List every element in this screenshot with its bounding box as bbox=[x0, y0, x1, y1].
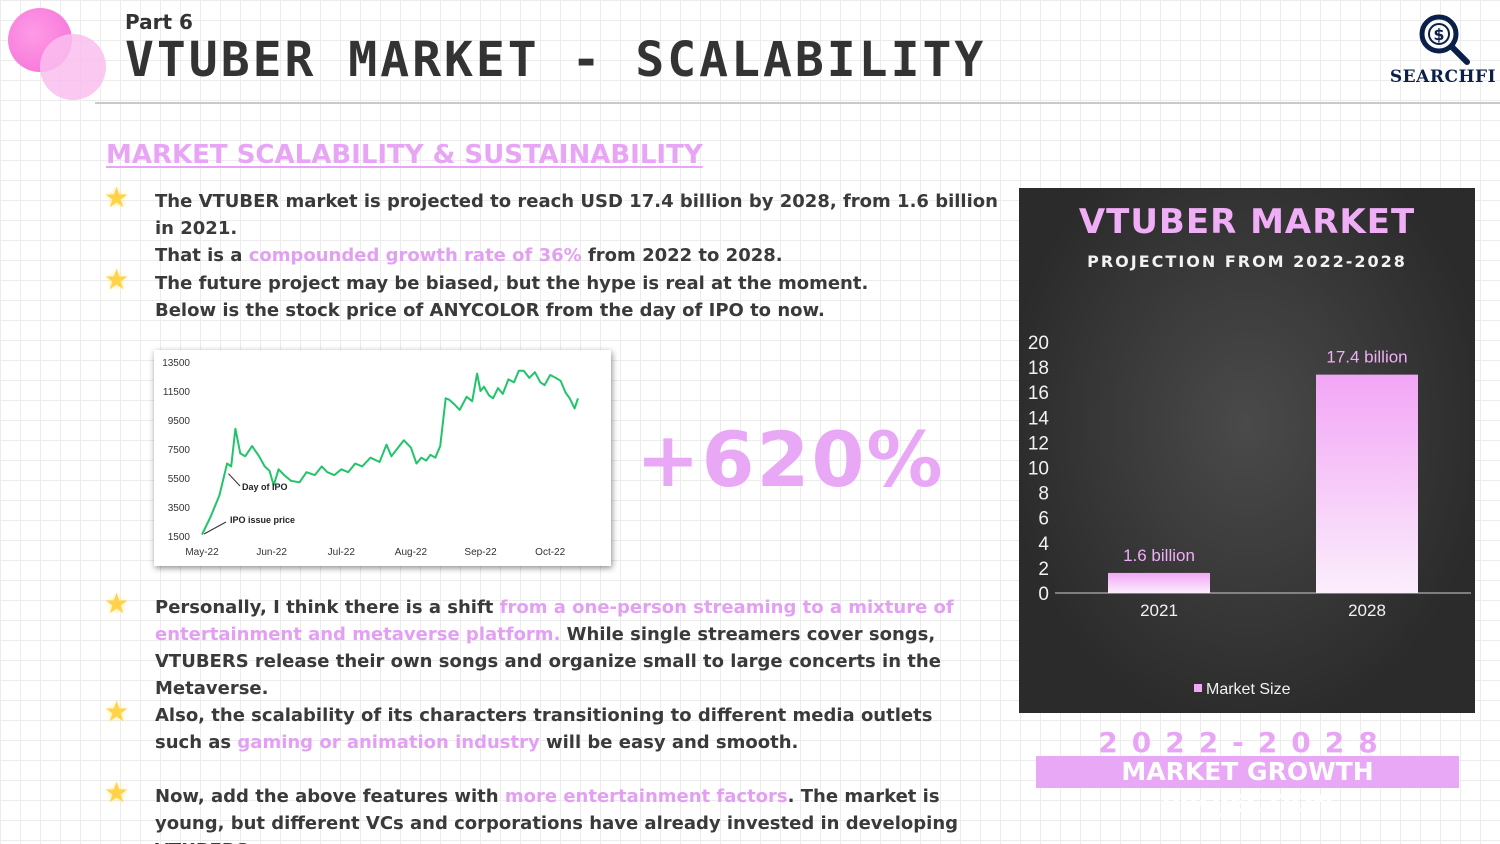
highlight-text: from a one-person streaming to a mixture… bbox=[155, 597, 954, 645]
star-icon: ★ bbox=[104, 181, 130, 214]
legend-swatch bbox=[1194, 684, 1202, 692]
star-icon: ★ bbox=[104, 776, 130, 809]
bullet-text-segment: Now, add the above features with bbox=[155, 786, 505, 807]
page-title: VTUBER MARKET - SCALABILITY bbox=[125, 32, 987, 88]
y-tick-label: 16 bbox=[1028, 383, 1049, 404]
decor-circle-light-pink bbox=[40, 34, 106, 100]
highlight-text: gaming or animation industry bbox=[237, 732, 540, 753]
bar-2021 bbox=[1108, 572, 1210, 593]
annotation-label: IPO issue price bbox=[230, 515, 295, 525]
y-tick-label: 13500 bbox=[162, 358, 190, 369]
bullet-item: ★ Now, add the above features with more … bbox=[104, 779, 1004, 844]
stock-price-chart: 1500 3500 5500 7500 9500 11500 13500 May-22 Jun-… bbox=[154, 350, 611, 566]
y-tick-label: 6 bbox=[1038, 509, 1049, 530]
y-tick-label: 9500 bbox=[168, 416, 191, 427]
svg-text:$: $ bbox=[1433, 25, 1444, 44]
projection-banner: MARKET GROWTH PROJECTION bbox=[1036, 756, 1459, 818]
x-tick-label: Oct-22 bbox=[535, 547, 565, 558]
y-tick-label: 18 bbox=[1028, 358, 1049, 379]
data-label: 17.4 billion bbox=[1326, 348, 1407, 367]
section-heading: MARKET SCALABILITY & SUSTAINABILITY bbox=[106, 140, 703, 170]
highlight-text: compounded growth rate of 36% bbox=[248, 245, 582, 266]
stock-price-line bbox=[201, 369, 579, 536]
y-tick-label: 8 bbox=[1038, 484, 1049, 505]
logo-text: SEARCHFI bbox=[1389, 67, 1497, 87]
bullet-text-segment: While single streamers cover songs, VTUB… bbox=[155, 624, 941, 699]
bullet-text-segment: Personally, I think there is a shift bbox=[155, 597, 500, 618]
y-tick-label: 0 bbox=[1038, 584, 1049, 605]
bullet-text-segment: will be easy and smooth. bbox=[539, 732, 799, 753]
market-projection-chart: VTUBER MARKET PROJECTION FROM 2022-2028 … bbox=[1019, 188, 1475, 713]
bullet-text: The future project may be biased, but th… bbox=[155, 270, 1004, 324]
searchfi-logo: $ SEARCHFI bbox=[1388, 10, 1498, 92]
star-icon: ★ bbox=[104, 263, 130, 296]
bar-2028 bbox=[1316, 374, 1418, 593]
bullet-text-segment: Also, the scalability of its characters … bbox=[155, 705, 933, 753]
header-divider bbox=[95, 102, 1500, 104]
legend-label: Market Size bbox=[1206, 681, 1291, 698]
bullet-text-segment: from 2022 to 2028. bbox=[581, 245, 783, 266]
chart-subtitle: PROJECTION FROM 2022-2028 bbox=[1087, 252, 1407, 271]
bullet-text: Now, add the above features with more en… bbox=[155, 783, 1004, 844]
bullet-item: ★ The VTUBER market is projected to reac… bbox=[104, 184, 1004, 269]
x-tick-label: 2028 bbox=[1348, 601, 1386, 620]
y-tick-label: 4 bbox=[1038, 534, 1049, 555]
star-icon: ★ bbox=[104, 695, 130, 728]
x-tick-label: Sep-22 bbox=[464, 547, 497, 558]
y-tick-label: 2 bbox=[1038, 559, 1049, 580]
x-tick-label: Aug-22 bbox=[395, 547, 428, 558]
bar-chart-canvas: 0 2 4 6 8 10 12 14 16 18 20 1.6 billion 2021 17.4 bil… bbox=[1028, 333, 1471, 698]
bullet-text-segment: Below is the stock price of ANYCOLOR fro… bbox=[155, 300, 825, 321]
highlight-text: more entertainment factors bbox=[504, 786, 788, 807]
stock-line-chart: 1500 3500 5500 7500 9500 11500 13500 May-22 Jun-… bbox=[162, 358, 579, 558]
bullet-text-segment: . The market is young, but different VCs… bbox=[155, 786, 959, 844]
data-label: 1.6 billion bbox=[1123, 546, 1195, 565]
bullet-item: ★ The future project may be biased, but … bbox=[104, 266, 1004, 324]
bullet-item: ★ Personally, I think there is a shift f… bbox=[104, 590, 984, 702]
magnifier-dollar-icon: $ bbox=[1419, 14, 1470, 65]
bullet-text: Also, the scalability of its characters … bbox=[155, 702, 984, 756]
y-tick-label: 14 bbox=[1028, 408, 1050, 429]
star-icon: ★ bbox=[104, 587, 130, 620]
annotation-leader-line bbox=[203, 521, 227, 535]
bullet-text: The VTUBER market is projected to reach … bbox=[155, 188, 1004, 269]
y-tick-label: 10 bbox=[1028, 459, 1049, 480]
y-tick-label: 7500 bbox=[168, 445, 191, 456]
y-tick-label: 1500 bbox=[168, 532, 191, 543]
bullet-text-segment: The future project may be biased, but th… bbox=[155, 273, 869, 294]
bullet-text-segment: That is a bbox=[155, 245, 249, 266]
annotation-leader-line bbox=[228, 473, 241, 487]
projection-years: 2022-2028 bbox=[1098, 726, 1392, 759]
y-tick-label: 20 bbox=[1028, 333, 1049, 354]
y-tick-label: 3500 bbox=[168, 503, 191, 514]
x-tick-label: Jun-22 bbox=[256, 547, 287, 558]
y-tick-label: 5500 bbox=[168, 474, 191, 485]
x-tick-label: 2021 bbox=[1140, 601, 1178, 620]
bullet-text-segment: The VTUBER market is projected to reach … bbox=[155, 191, 998, 239]
y-tick-label: 12 bbox=[1028, 433, 1049, 454]
chart-title: VTUBER MARKET bbox=[1078, 202, 1416, 242]
bullet-item: ★ Also, the scalability of its character… bbox=[104, 698, 984, 756]
annotation-label: Day of IPO bbox=[242, 482, 288, 492]
growth-percent: +620% bbox=[636, 415, 945, 504]
y-tick-label: 11500 bbox=[163, 387, 191, 398]
bullet-text: Personally, I think there is a shift fro… bbox=[155, 594, 984, 702]
x-tick-label: May-22 bbox=[185, 547, 219, 558]
x-tick-label: Jul-22 bbox=[328, 547, 356, 558]
part-label: Part 6 bbox=[125, 10, 193, 34]
